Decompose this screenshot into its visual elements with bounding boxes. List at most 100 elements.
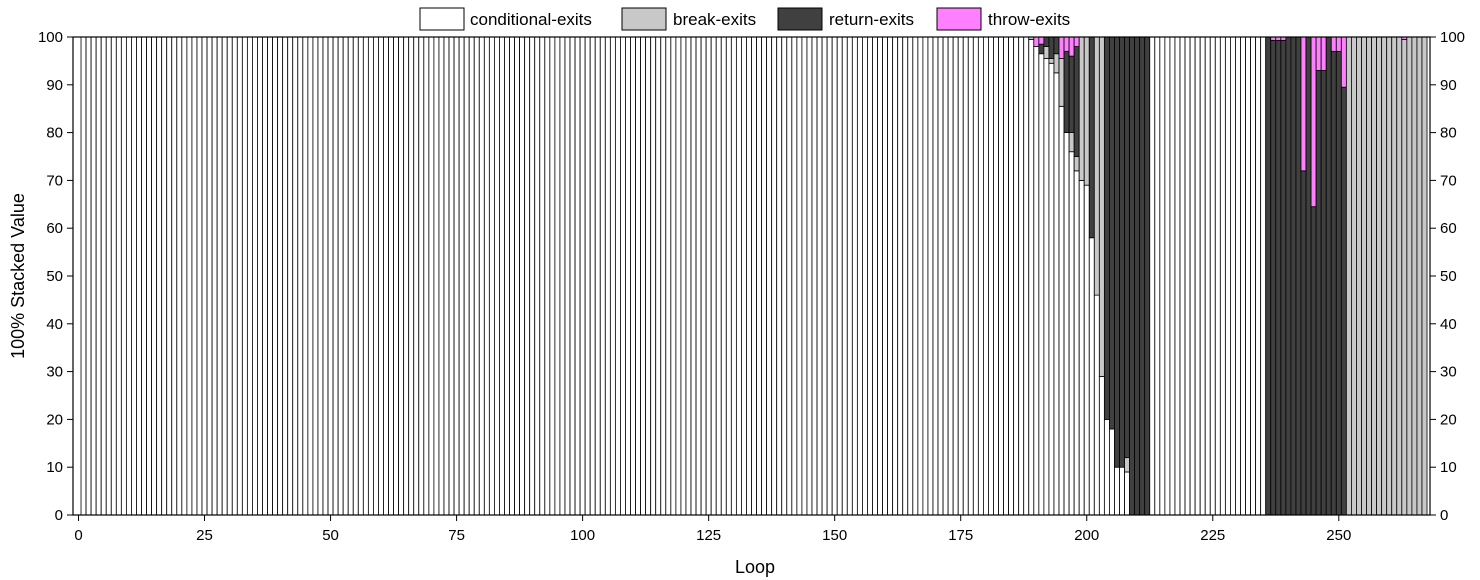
bar-conditional-exits-163	[897, 36, 904, 516]
bar-break-exits-262	[1396, 36, 1403, 516]
bar-conditional-exits-111	[635, 36, 641, 516]
bar-conditional-exits-3	[90, 36, 97, 516]
bar-conditional-exits-110	[630, 36, 636, 516]
bar-conditional-exits-185	[1008, 36, 1015, 516]
bar-conditional-exits-65	[403, 36, 410, 516]
x-tick-label-75: 75	[448, 527, 465, 544]
bar-conditional-exits-57	[362, 36, 369, 516]
bar-break-exits-252	[1345, 36, 1352, 516]
bar-conditional-exits-187	[1018, 36, 1025, 516]
bar-break-exits-195	[1058, 58, 1065, 107]
bar-conditional-exits-160	[882, 36, 889, 516]
bar-conditional-exits-8	[115, 36, 122, 516]
bar-conditional-exits-42	[287, 36, 294, 516]
bar-conditional-exits-11	[131, 36, 137, 516]
legend-swatch-throw-exits	[936, 7, 982, 31]
bar-conditional-exits-48	[317, 36, 324, 516]
bar-conditional-exits-162	[892, 36, 899, 516]
bar-conditional-exits-107	[614, 36, 621, 516]
bar-return-exits-245	[1310, 206, 1317, 516]
bar-break-exits-264	[1406, 36, 1413, 516]
y-tick-label-left-90: 90	[46, 77, 63, 94]
bar-conditional-exits-60	[378, 36, 384, 516]
y-tick-label-right-40: 40	[1440, 316, 1457, 333]
bar-conditional-exits-226	[1214, 36, 1221, 516]
bar-conditional-exits-159	[877, 36, 883, 516]
bar-conditional-exits-151	[836, 36, 843, 516]
bar-conditional-exits-232	[1245, 36, 1251, 516]
y-tick-label-right-50: 50	[1440, 268, 1457, 285]
y-tick-label-left-10: 10	[46, 459, 63, 476]
y-tick-label-right-70: 70	[1440, 172, 1457, 189]
bar-conditional-exits-94	[549, 36, 556, 516]
bar-conditional-exits-115	[655, 36, 662, 516]
bar-conditional-exits-178	[972, 36, 979, 516]
bar-conditional-exits-61	[383, 36, 389, 516]
bar-conditional-exits-203	[1098, 375, 1105, 516]
bar-conditional-exits-16	[156, 36, 163, 516]
bar-break-exits-266	[1416, 36, 1423, 516]
bar-break-exits-260	[1386, 36, 1393, 516]
y-tick-label-right-60: 60	[1440, 220, 1457, 237]
bar-throw-exits-198	[1073, 36, 1080, 47]
bar-return-exits-211	[1139, 36, 1146, 516]
y-tick-label-right-0: 0	[1440, 507, 1448, 524]
bar-conditional-exits-221	[1189, 36, 1196, 516]
bar-conditional-exits-49	[322, 36, 329, 516]
bar-conditional-exits-200	[1083, 184, 1090, 516]
bar-return-exits-192	[1043, 36, 1050, 47]
bar-conditional-exits-230	[1235, 36, 1241, 516]
bar-return-exits-241	[1290, 36, 1297, 516]
bar-conditional-exits-83	[493, 36, 500, 516]
bar-conditional-exits-142	[791, 36, 798, 516]
bar-conditional-exits-213	[1149, 36, 1156, 516]
bar-conditional-exits-67	[413, 36, 420, 516]
bar-break-exits-199	[1078, 36, 1085, 181]
bar-conditional-exits-222	[1194, 36, 1201, 516]
bar-conditional-exits-56	[357, 36, 364, 516]
y-tick-label-left-20: 20	[46, 411, 63, 428]
bar-conditional-exits-125	[705, 36, 712, 516]
bar-conditional-exits-98	[569, 36, 576, 516]
bar-conditional-exits-138	[771, 36, 778, 516]
x-tick-label-100: 100	[570, 527, 595, 544]
bar-conditional-exits-52	[337, 36, 344, 516]
bar-conditional-exits-204	[1103, 418, 1110, 516]
bar-conditional-exits-5	[100, 36, 107, 516]
bar-conditional-exits-106	[609, 36, 616, 516]
bar-conditional-exits-105	[604, 36, 611, 516]
bar-return-exits-212	[1144, 36, 1151, 516]
legend-swatch-conditional-exits	[419, 7, 465, 31]
bar-return-exits-246	[1315, 70, 1322, 516]
bar-return-exits-207	[1119, 36, 1125, 468]
bar-conditional-exits-29	[221, 36, 228, 516]
bar-conditional-exits-134	[751, 36, 757, 516]
bar-conditional-exits-95	[554, 36, 561, 516]
bar-conditional-exits-54	[347, 36, 354, 516]
bar-conditional-exits-157	[867, 36, 873, 516]
bar-conditional-exits-174	[952, 36, 959, 516]
y-tick-label-right-30: 30	[1440, 364, 1457, 381]
bar-conditional-exits-47	[312, 36, 319, 516]
bar-return-exits-198	[1073, 46, 1080, 157]
bar-conditional-exits-171	[937, 36, 944, 516]
bar-conditional-exits-103	[594, 36, 601, 516]
bar-conditional-exits-197	[1068, 151, 1075, 516]
bar-break-exits-258	[1376, 36, 1383, 516]
bar-return-exits-251	[1340, 86, 1347, 516]
bar-conditional-exits-38	[267, 36, 273, 516]
y-tick-label-left-80: 80	[46, 125, 63, 142]
bar-conditional-exits-169	[927, 36, 934, 516]
bar-break-exits-267	[1421, 36, 1428, 516]
bar-conditional-exits-58	[367, 36, 374, 516]
bar-conditional-exits-154	[851, 36, 858, 516]
bar-conditional-exits-149	[826, 36, 833, 516]
bar-conditional-exits-147	[816, 36, 823, 516]
bar-conditional-exits-122	[690, 36, 697, 516]
bar-return-exits-194	[1053, 36, 1060, 55]
bar-throw-exits-247	[1320, 36, 1327, 71]
y-tick-label-left-40: 40	[46, 316, 63, 333]
bar-conditional-exits-59	[373, 36, 379, 516]
bar-return-exits-250	[1335, 50, 1342, 516]
